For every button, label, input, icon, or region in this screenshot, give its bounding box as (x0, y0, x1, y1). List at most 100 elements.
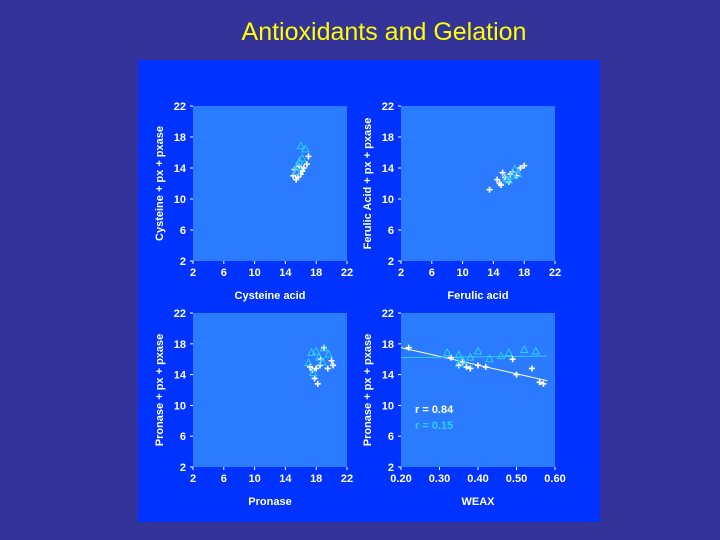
chart-panel: 2 6 10 14 18 22 2 6 10 14 18 22 Cysteine acid Cystein… (138, 60, 600, 522)
y-tick-label: 6 (388, 431, 394, 443)
y-tick-label: 10 (382, 400, 394, 412)
y-tick-label: 18 (174, 339, 186, 351)
data-point-plus (467, 365, 474, 372)
data-point-triangle (454, 350, 464, 359)
data-point-plus (313, 365, 320, 372)
x-axis-label: WEAX (462, 496, 496, 508)
data-point-triangle (314, 352, 324, 361)
y-axis-label: Ferulic Acid + px + pxase (362, 118, 374, 250)
x-tick-label: 22 (341, 267, 353, 279)
x-tick-label: 2 (190, 267, 196, 279)
data-point-plus (536, 379, 543, 386)
data-point-triangle (319, 343, 329, 352)
data-point-triangle (458, 355, 467, 364)
y-tick-label: 18 (382, 132, 394, 144)
plot-area-1 (193, 106, 347, 261)
data-point-plus (486, 186, 493, 193)
y-tick-label: 6 (180, 225, 186, 237)
data-point-plus (293, 176, 300, 183)
data-point-plus (521, 162, 528, 169)
data-point-triangle (485, 354, 494, 363)
data-point-plus (509, 356, 516, 363)
y-axis-label: Pronase + px + pxase (362, 334, 374, 447)
x-tick-label: 22 (549, 267, 561, 279)
y-tick-label: 10 (174, 400, 186, 412)
x-tick-label: 22 (341, 473, 353, 485)
x-tick-label: 6 (221, 473, 227, 485)
data-point-plus (496, 180, 503, 187)
data-point-plus (303, 161, 310, 168)
correlation-annotation: r = 0.15 (415, 420, 453, 432)
y-tick-label: 2 (388, 462, 394, 474)
trend-line (400, 347, 548, 382)
data-point-plus (517, 165, 524, 171)
y-tick-label: 6 (388, 225, 394, 237)
data-point-plus (324, 365, 331, 372)
data-point-plus (499, 169, 506, 176)
y-tick-label: 22 (174, 308, 186, 320)
data-point-triangle (496, 351, 506, 360)
data-point-triangle (519, 344, 529, 353)
y-tick-label: 18 (382, 339, 394, 351)
x-tick-label: 10 (248, 267, 260, 279)
data-point-plus (311, 375, 318, 382)
x-axis-label: Cysteine acid (235, 290, 306, 302)
data-point-triangle (304, 357, 313, 367)
data-point-plus (482, 363, 489, 370)
x-tick-label: 10 (456, 267, 468, 279)
x-tick-label: 18 (310, 267, 322, 279)
data-point-triangle (510, 164, 520, 173)
data-point-plus (528, 365, 535, 372)
x-tick-label: 6 (429, 267, 435, 279)
data-point-triangle (308, 368, 318, 377)
x-axis-label: Ferulic acid (447, 290, 508, 302)
plot-area-3 (193, 313, 347, 467)
y-tick-label: 14 (382, 370, 395, 382)
data-point-plus (314, 380, 321, 387)
y-tick-label: 6 (180, 431, 186, 443)
data-point-plus (330, 362, 337, 369)
data-point-triangle (531, 346, 541, 355)
x-tick-label: 0.20 (390, 473, 411, 485)
plot-area-2 (401, 106, 555, 261)
y-tick-label: 22 (174, 101, 186, 113)
plot-area-4 (401, 313, 555, 467)
data-point-triangle (465, 352, 475, 361)
data-point-triangle (311, 346, 321, 355)
data-point-plus (300, 165, 307, 171)
data-point-plus (305, 153, 312, 160)
x-tick-label: 18 (518, 267, 530, 279)
data-point-triangle (504, 347, 514, 357)
data-point-triangle (504, 175, 514, 184)
x-axis-label: Pronase (248, 496, 291, 508)
slide-title: Antioxidants and Gelation (241, 18, 527, 46)
data-point-triangle (442, 347, 452, 357)
data-point-plus (328, 357, 335, 364)
data-point-plus (463, 363, 470, 370)
data-point-plus (307, 363, 314, 370)
y-tick-label: 14 (174, 163, 187, 175)
y-tick-label: 22 (382, 308, 394, 320)
data-point-triangle (296, 141, 306, 150)
data-point-triangle (293, 161, 303, 170)
x-tick-label: 14 (279, 473, 292, 485)
y-axis-label: Pronase + px + pxase (154, 334, 166, 447)
x-tick-label: 2 (190, 473, 196, 485)
y-tick-label: 2 (180, 256, 186, 268)
x-tick-label: 0.40 (467, 473, 488, 485)
correlation-annotation: r = 0.84 (415, 404, 454, 416)
trend-line (400, 355, 548, 359)
x-tick-label: 10 (248, 473, 260, 485)
data-point-triangle (507, 170, 517, 179)
y-tick-label: 14 (382, 163, 395, 175)
data-point-plus (494, 176, 501, 183)
data-point-triangle (318, 357, 327, 366)
x-tick-label: 18 (310, 473, 322, 485)
y-tick-label: 2 (388, 256, 394, 268)
x-tick-label: 0.30 (429, 473, 450, 485)
data-point-plus (513, 371, 520, 378)
data-point-plus (299, 168, 306, 175)
y-tick-label: 10 (382, 194, 394, 206)
data-point-triangle (291, 166, 301, 175)
data-point-triangle (473, 346, 483, 355)
